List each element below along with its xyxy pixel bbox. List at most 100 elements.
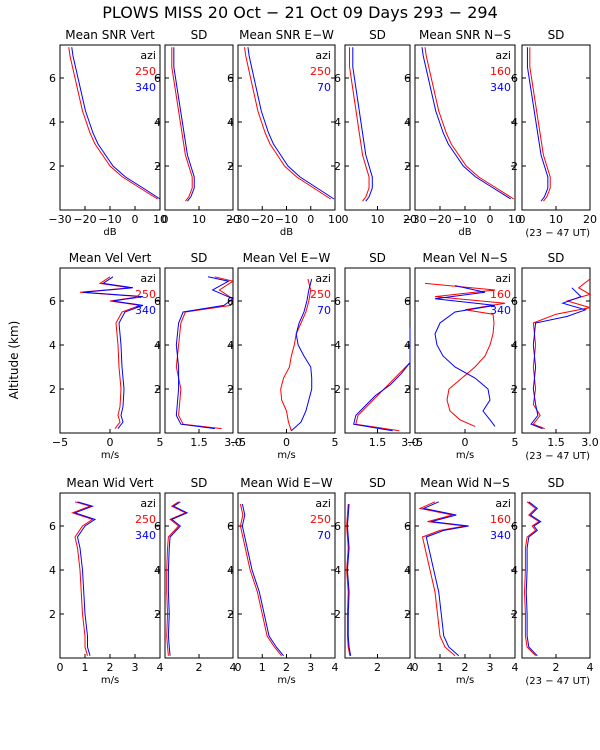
panel-title: Mean Wid Vert	[66, 476, 153, 490]
figure-title: PLOWS MISS 20 Oct − 21 Oct 09 Days 293 −…	[102, 3, 498, 22]
panel: 2 4 6 −5 0 5 Mean Vel E−W m/s azi 250 70	[227, 251, 339, 461]
x-tick-label: 20	[583, 213, 597, 226]
x-tick-label: 0	[57, 661, 64, 674]
series-red	[70, 501, 94, 656]
x-axis-label: m/s	[456, 450, 474, 461]
x-tick-label: 1	[82, 661, 89, 674]
x-tick-label: 20	[226, 213, 240, 226]
series-red	[424, 47, 515, 200]
series-red	[524, 501, 540, 657]
series-red	[346, 503, 351, 656]
x-tick-label: 4	[587, 661, 594, 674]
legend-blue-azimuth: 70	[317, 529, 331, 542]
panel-title: Mean Vel Vert	[69, 251, 152, 265]
panel-title: SD	[191, 251, 208, 265]
series-red	[79, 276, 141, 429]
x-tick-label: 0	[235, 661, 242, 674]
x-tick-label: 3.0	[581, 436, 599, 449]
x-tick-label: 3	[487, 661, 494, 674]
x-tick-label: 4	[230, 661, 237, 674]
y-tick-label: 2	[154, 608, 161, 621]
x-tick-label: 1	[437, 661, 444, 674]
panel: 2 4 6 0 1 2 3 4 Mean Wid N−S m/s azi 160 340	[404, 476, 519, 686]
y-tick-label: 6	[227, 295, 234, 308]
series-blue	[167, 501, 189, 656]
y-tick-label: 4	[154, 564, 161, 577]
legend-red-azimuth: 250	[310, 65, 331, 78]
panel: 2 4 6 1.5 3.0 SD (23 − 47 UT)	[511, 251, 599, 462]
x-tick-label: −30	[48, 213, 71, 226]
y-tick-label: 4	[404, 564, 411, 577]
series-blue	[291, 278, 313, 432]
legend-head: azi	[140, 49, 156, 62]
x-tick-label: −5	[407, 436, 423, 449]
x-tick-label: 0	[519, 213, 526, 226]
legend-head: azi	[140, 497, 156, 510]
x-tick-label: 2	[196, 661, 203, 674]
panel: 2 4 6 2 4 SD	[154, 476, 237, 674]
y-tick-label: 6	[511, 295, 518, 308]
panel-title: SD	[369, 476, 386, 490]
series-blue	[247, 47, 335, 200]
panel: 2 4 6 −30 −20 −10 0 10 Mean SNR E−W dB azi 250 70	[226, 28, 342, 238]
x-tick-label: 10	[371, 213, 385, 226]
y-tick-label: 6	[154, 72, 161, 85]
series-blue	[421, 47, 512, 200]
y-tick-label: 6	[49, 295, 56, 308]
x-tick-label: 3	[132, 661, 139, 674]
y-tick-label: 4	[511, 564, 518, 577]
y-tick-label: 4	[227, 116, 234, 129]
y-tick-label: 2	[49, 383, 56, 396]
x-tick-label: −20	[428, 213, 451, 226]
x-tick-label: 0	[162, 213, 169, 226]
series-red	[280, 278, 312, 431]
panel: 2 4 6 −30 −20 −10 0 10 Mean SNR N−S dB azi 160 340	[403, 28, 522, 238]
panel-title: Mean Vel N−S	[423, 251, 508, 265]
panel-title: SD	[548, 28, 565, 42]
y-tick-label: 6	[404, 295, 411, 308]
x-tick-label: −10	[98, 213, 121, 226]
y-tick-label: 4	[49, 564, 56, 577]
x-axis-label: dB	[280, 227, 293, 238]
legend-red-azimuth: 250	[135, 288, 156, 301]
y-tick-label: 6	[334, 520, 341, 533]
y-tick-label: 2	[511, 608, 518, 621]
series-blue	[352, 47, 373, 202]
y-tick-label: 2	[227, 383, 234, 396]
x-tick-label: 0	[307, 213, 314, 226]
y-tick-label: 6	[227, 72, 234, 85]
y-tick-label: 6	[49, 72, 56, 85]
series-red	[244, 47, 331, 200]
panel-title: Mean SNR E−W	[239, 28, 334, 42]
y-tick-label: 4	[49, 116, 56, 129]
series-red	[529, 47, 551, 202]
y-tick-label: 2	[227, 160, 234, 173]
y-tick-label: 6	[154, 520, 161, 533]
y-tick-label: 4	[511, 116, 518, 129]
series-blue	[346, 503, 352, 656]
legend-head: azi	[495, 49, 511, 62]
series-red	[68, 47, 158, 200]
x-tick-label: 5	[332, 436, 339, 449]
legend-blue-azimuth: 340	[135, 304, 156, 317]
x-tick-label: 2	[107, 661, 114, 674]
x-tick-label: 0	[283, 436, 290, 449]
x-tick-label: 0	[342, 213, 349, 226]
series-blue	[175, 276, 235, 430]
y-tick-label: 4	[404, 339, 411, 352]
y-tick-label: 2	[334, 160, 341, 173]
series-blue	[434, 285, 496, 427]
series-blue	[71, 47, 161, 200]
x-tick-label: −5	[52, 436, 68, 449]
legend-red-azimuth: 160	[490, 288, 511, 301]
y-tick-label: 6	[404, 520, 411, 533]
legend-head: azi	[315, 497, 331, 510]
panel-title: Mean SNR Vert	[65, 28, 155, 42]
x-tick-label: 0	[412, 661, 419, 674]
legend-head: azi	[140, 272, 156, 285]
series-blue	[82, 276, 144, 429]
x-axis-label: dB	[103, 227, 116, 238]
x-tick-label: −20	[251, 213, 274, 226]
